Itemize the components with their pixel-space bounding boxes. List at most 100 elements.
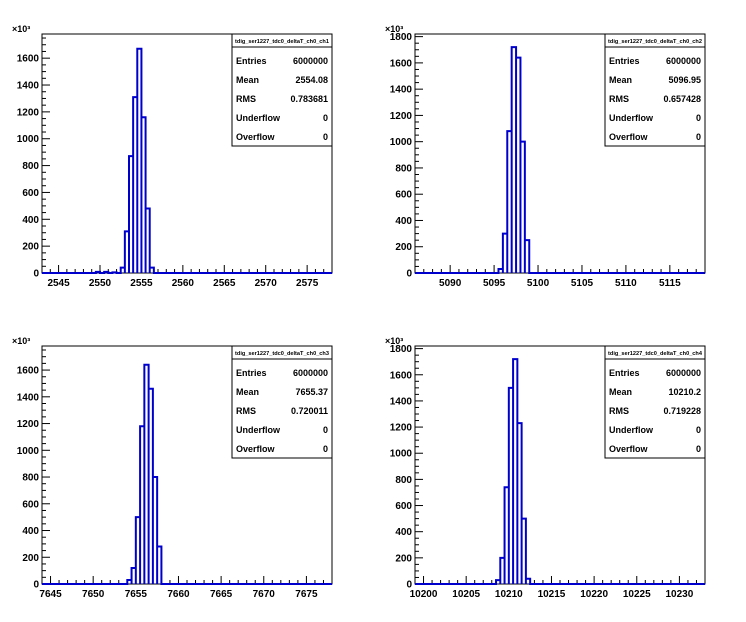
stat-label: Underflow [236,425,281,435]
stat-value: 0 [696,425,701,435]
y-tick-label: 800 [22,161,39,172]
stat-label: Overflow [236,444,276,454]
y-tick-label: 1400 [390,85,413,96]
stat-label: Entries [236,56,267,66]
y-tick-label: 600 [22,499,39,510]
stat-label: RMS [609,94,629,104]
stat-label: RMS [236,94,256,104]
y-tick-label: 800 [395,475,412,486]
y-tick-label: 1200 [17,419,40,430]
stat-value: 0 [696,444,701,454]
x-tick-label: 7675 [295,589,318,600]
x-tick-label: 7650 [82,589,105,600]
stat-value: 6000000 [666,56,701,66]
stats-box: tdig_ser1227_tdc0_deltaT_ch0_ch3 Entries 6… [231,345,333,459]
stat-value: 0.783681 [290,94,328,104]
x-tick-label: 5100 [527,278,550,289]
x-tick-label: 10230 [666,589,694,600]
histogram-panel-3: 0 200 400 600 800 1000 1200 1400 1600 ×10³ 7645 765… [12,336,333,600]
y-tick-label: 1600 [17,54,40,65]
stats-box: tdig_ser1227_tdc0_deltaT_ch0_ch2 Entries 6… [604,33,706,147]
stat-label: Underflow [609,425,654,435]
x-tick-label: 5105 [571,278,594,289]
x-tick-label: 10205 [452,589,480,600]
y-tick-label: 800 [22,473,39,484]
y-tick-label: 200 [395,553,412,564]
y-tick-label: 200 [22,242,39,253]
stat-value: 0 [696,113,701,123]
y-exponent-label: ×10³ [385,336,403,346]
y-tick-label: 0 [406,269,412,280]
stats-box-frame [231,33,333,147]
y-tick-label: 1000 [17,134,40,145]
x-tick-label: 2555 [130,278,153,289]
y-tick-label: 0 [33,269,39,280]
y-tick-label: 1800 [390,344,413,355]
stat-value: 7655.37 [295,387,328,397]
y-tick-label: 400 [395,216,412,227]
y-tick-label: 1200 [390,111,413,122]
x-tick-label: 7670 [253,589,276,600]
stats-box-frame [231,345,333,459]
x-tick-label: 2565 [213,278,236,289]
x-tick-label: 10215 [538,589,566,600]
stat-label: Mean [609,387,632,397]
y-tick-label: 1600 [390,370,413,381]
stat-label: Overflow [609,444,649,454]
y-tick-label: 1600 [390,58,413,69]
y-tick-label: 0 [406,580,412,591]
y-tick-label: 1400 [17,81,40,92]
y-tick-label: 800 [395,163,412,174]
y-tick-label: 1000 [390,449,413,460]
x-tick-label: 2545 [47,278,70,289]
stats-box: tdig_ser1227_tdc0_deltaT_ch0_ch4 Entries 6… [604,345,706,459]
stat-label: Mean [236,75,259,85]
histogram-panel-2: 0 200 400 600 800 1000 1200 1400 1600 1800×10³ 509… [385,24,706,289]
x-tick-label: 10225 [623,589,651,600]
y-tick-label: 1600 [17,366,40,377]
histogram-panel-4: 0 200 400 600 800 1000 1200 1400 1600 1800×10³ 102… [385,336,706,600]
stat-label: Underflow [609,113,654,123]
stats-box-frame [604,33,706,147]
stat-value: 5096.95 [668,75,701,85]
y-tick-label: 1000 [17,446,40,457]
y-tick-label: 1200 [17,107,40,118]
stat-label: RMS [236,406,256,416]
x-tick-label: 2550 [89,278,112,289]
stat-value: 6000000 [293,368,328,378]
y-tick-label: 200 [395,242,412,253]
stat-label: Entries [236,368,267,378]
x-tick-label: 5110 [615,278,637,289]
x-tick-label: 7655 [125,589,148,600]
stat-label: Overflow [609,132,649,142]
histogram-line [415,46,705,274]
y-tick-label: 600 [22,188,39,199]
stat-value: 2554.08 [295,75,328,85]
histogram-title: tdig_ser1227_tdc0_deltaT_ch0_ch4 [608,351,703,357]
stat-value: 0.720011 [291,406,328,416]
x-tick-label: 2575 [296,278,319,289]
stat-value: 0.719228 [663,406,701,416]
histogram-line [415,358,705,585]
stat-label: Underflow [236,113,281,123]
stat-value: 0 [323,113,328,123]
stat-label: Entries [609,368,640,378]
stat-value: 0.657428 [663,94,701,104]
x-tick-label: 10220 [580,589,608,600]
stat-value: 0 [696,132,701,142]
histogram-line [42,47,332,274]
stat-value: 0 [323,132,328,142]
x-tick-label: 5095 [483,278,506,289]
histogram-line [42,363,332,585]
y-tick-label: 1800 [390,32,413,43]
y-tick-label: 400 [22,526,39,537]
y-tick-label: 1400 [17,392,40,403]
y-tick-label: 1000 [390,137,413,148]
x-tick-label: 2570 [255,278,278,289]
histogram-title: tdig_ser1227_tdc0_deltaT_ch0_ch1 [235,39,329,45]
x-tick-label: 5090 [439,278,462,289]
stat-value: 0 [323,425,328,435]
x-tick-label: 7665 [210,589,233,600]
y-tick-label: 200 [22,553,39,564]
